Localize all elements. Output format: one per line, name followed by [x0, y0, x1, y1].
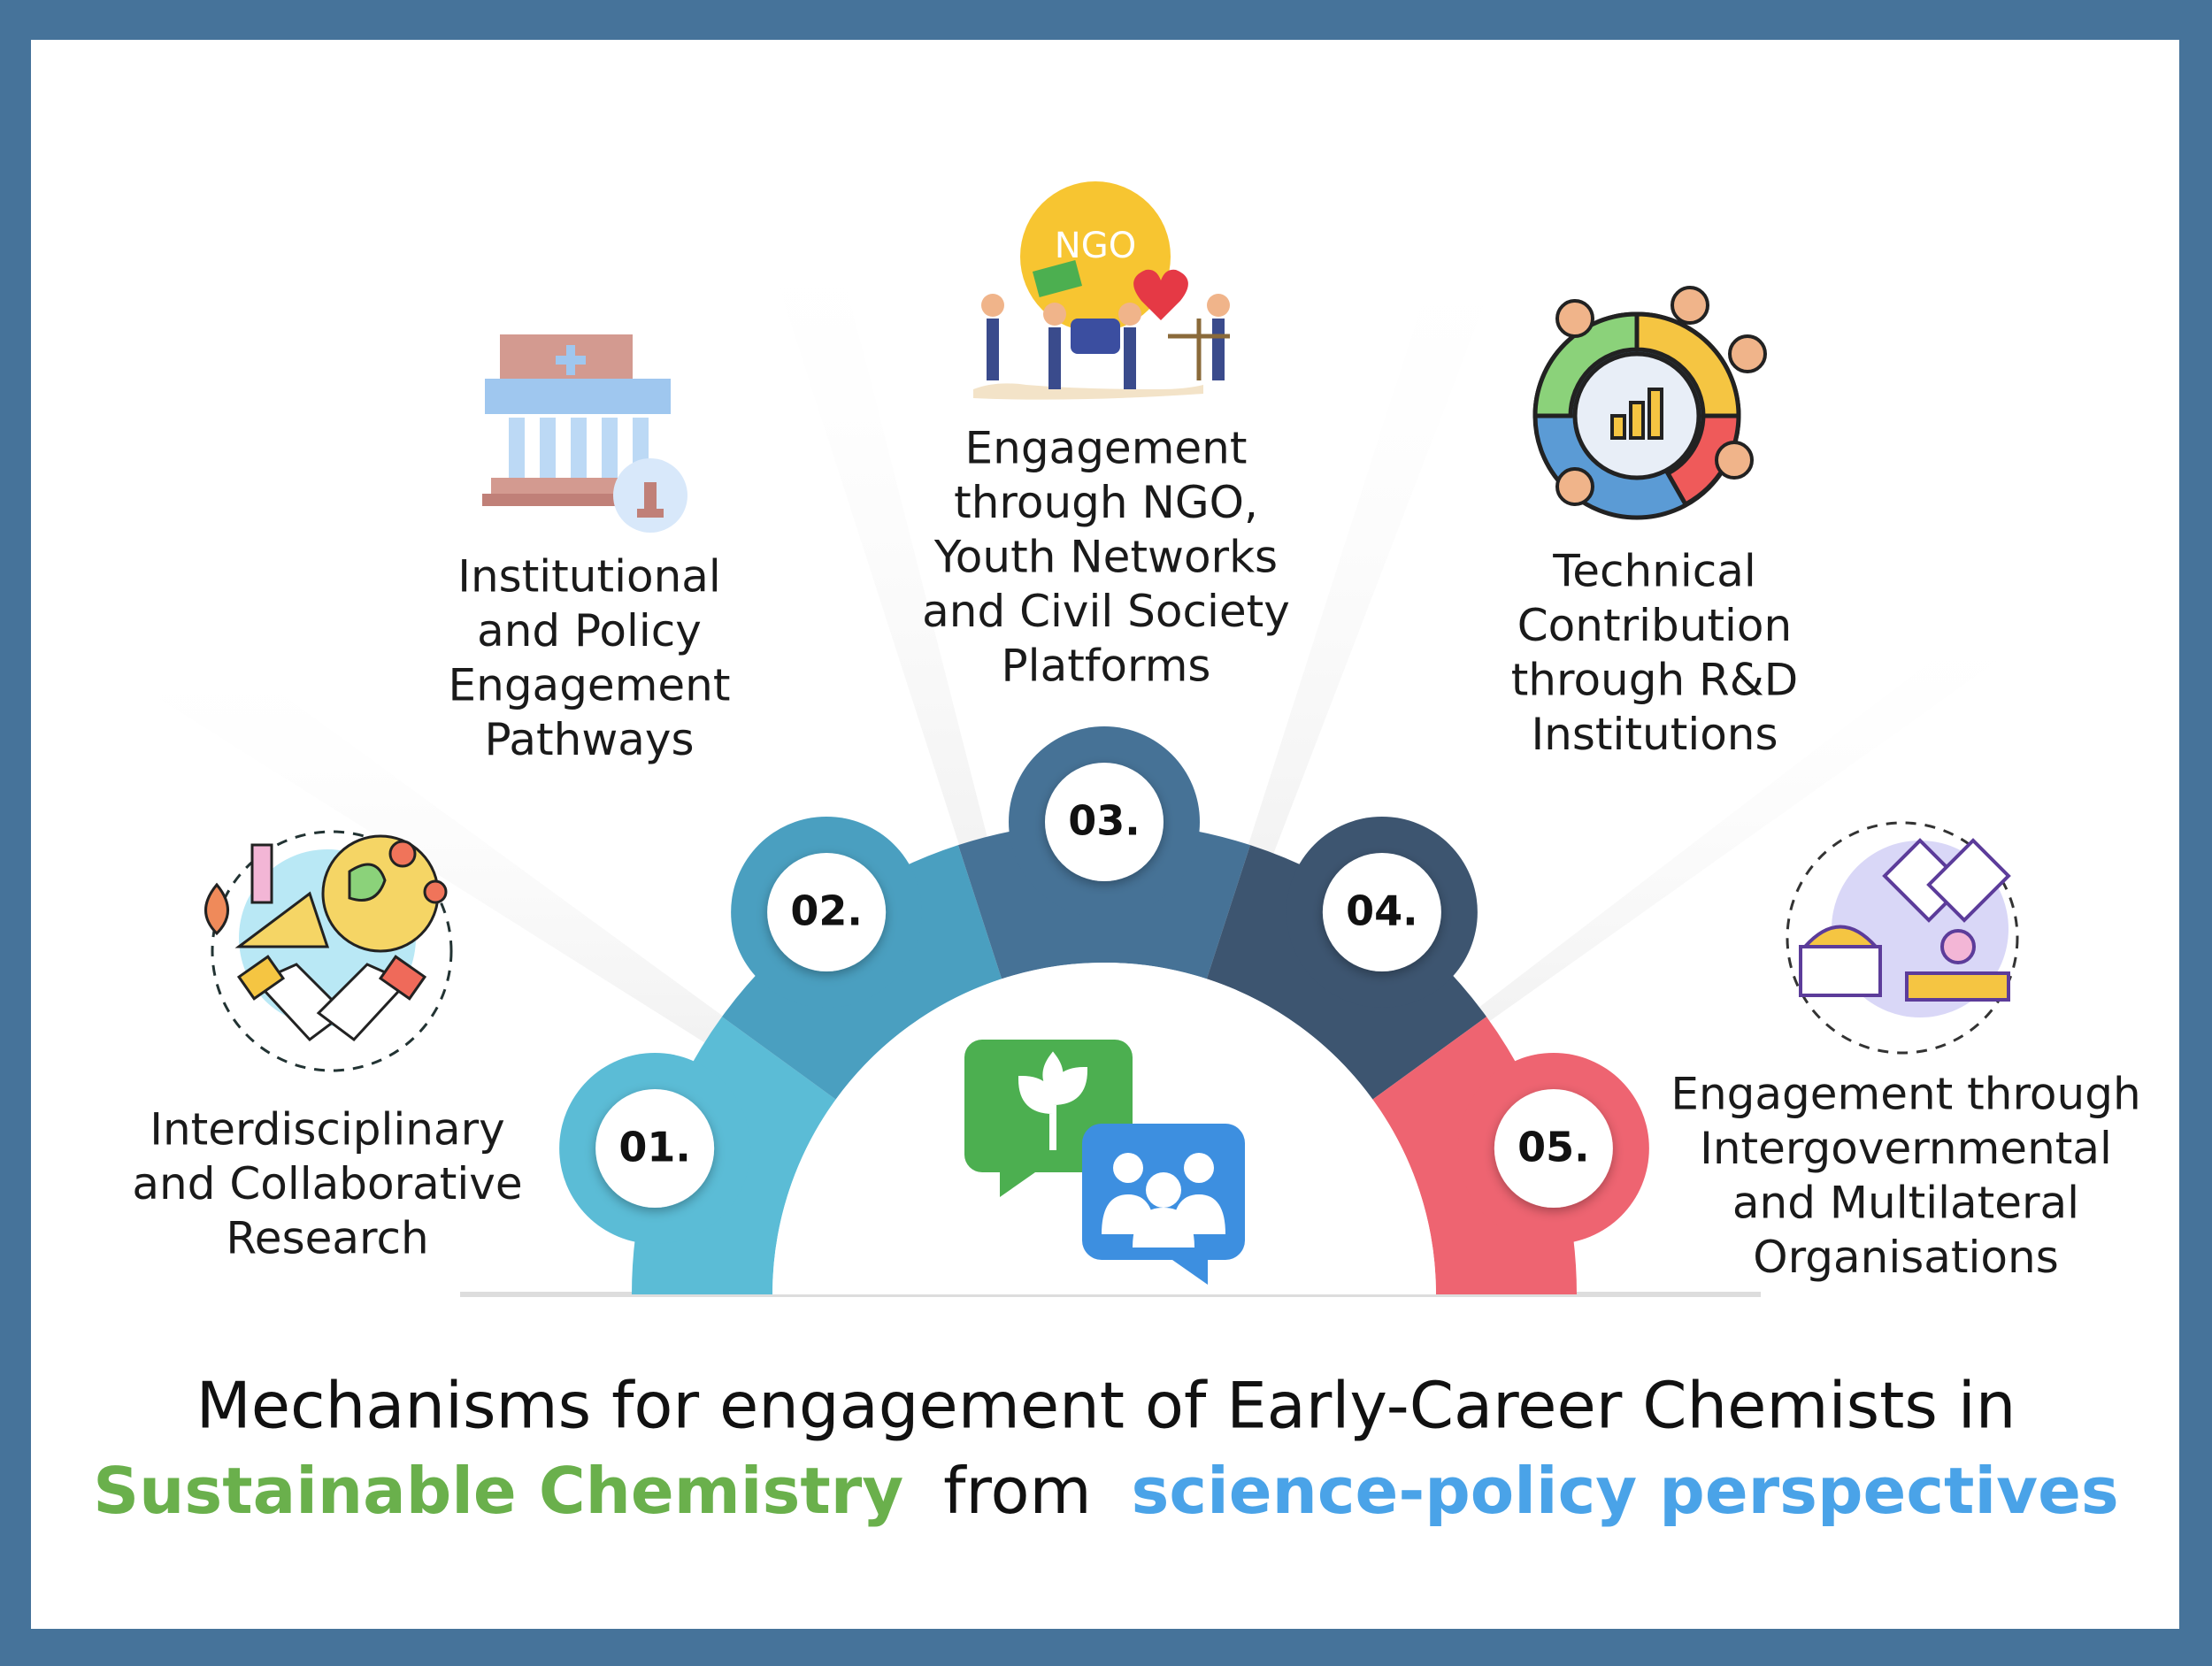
step-label: Organisations: [1753, 1232, 2059, 1283]
step-label: Pathways: [484, 714, 694, 765]
title-highlight-1: Sustainable Chemistry: [93, 1454, 903, 1528]
title-line-2: Sustainable Chemistry from science-polic…: [93, 1454, 2119, 1528]
step-number: 02.: [790, 887, 863, 934]
title-highlight-2: science-policy perspectives: [1132, 1454, 2119, 1528]
step-label: Intergovernmental: [1700, 1123, 2112, 1174]
step-label: Interdisciplinary: [150, 1104, 505, 1155]
step-number: 04.: [1346, 887, 1418, 934]
step-label: and Civil Society: [922, 586, 1290, 637]
step-label: Platforms: [1002, 641, 1211, 692]
step-number: 05.: [1517, 1123, 1590, 1171]
number-badge: [595, 1088, 715, 1208]
title-middle: from: [943, 1454, 1092, 1528]
step-label: Technical: [1552, 546, 1756, 597]
step-label: and Policy: [477, 605, 702, 656]
step-label: and Collaborative: [132, 1158, 522, 1209]
research-icon: [204, 830, 453, 1072]
step-label: through NGO,: [954, 477, 1258, 528]
step-label: through R&D: [1511, 655, 1799, 706]
center-icon: [964, 1040, 1245, 1285]
number-badge: [1322, 852, 1441, 971]
number-badge: [767, 852, 887, 971]
rd-icon: [1532, 286, 1767, 520]
step-label: Engagement: [449, 660, 731, 711]
step-label: and Multilateral: [1732, 1178, 2079, 1229]
ngo-text: NGO: [1055, 226, 1136, 266]
step-label: Engagement through: [1671, 1069, 2140, 1120]
step-label: Research: [226, 1213, 428, 1264]
step-label: Youth Networks: [933, 532, 1278, 583]
intergov-icon: [1786, 821, 2019, 1055]
step-label: Institutional: [457, 551, 721, 603]
step-label: Institutions: [1531, 709, 1778, 760]
step-label: Contribution: [1517, 600, 1792, 651]
step-label: Engagement: [965, 423, 1248, 474]
people: [1102, 1153, 1225, 1248]
step-number: 03.: [1068, 797, 1141, 845]
institution-icon: [482, 334, 687, 533]
knobs: 01. 02. 03. 04. 05.: [559, 726, 1649, 1244]
plant: [1018, 1051, 1088, 1150]
step-number: 01.: [618, 1123, 691, 1171]
number-badge: [1045, 763, 1164, 881]
title-line-1: Mechanisms for engagement of Early-Caree…: [196, 1369, 2016, 1443]
ngo-icon: NGO: [973, 181, 1230, 400]
number-badge: [1494, 1088, 1613, 1208]
